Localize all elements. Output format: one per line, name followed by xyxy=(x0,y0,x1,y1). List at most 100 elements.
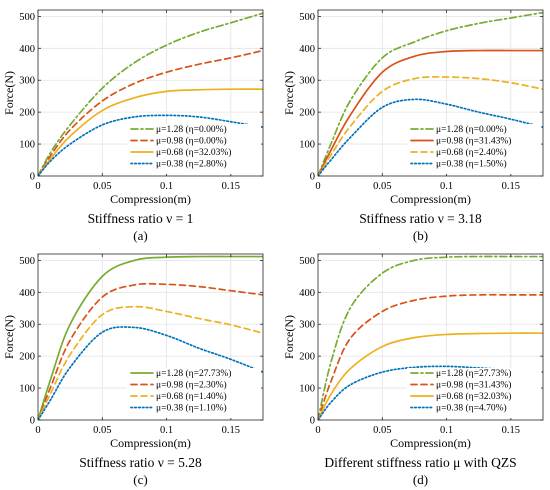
legend-entry: μ=0.98 (η=31.43%) xyxy=(436,136,511,147)
y-axis-label: Force(N) xyxy=(2,315,16,359)
legend-entry: μ=0.68 (η=32.03%) xyxy=(436,391,511,402)
y-tick-label: 200 xyxy=(299,108,315,119)
chart-panel-d: 0 0.05 0.1 0.15 0 100 200 300 400 500 Compression(… xyxy=(282,253,544,487)
series-line-d-0 xyxy=(318,255,543,420)
x-tick-label: 0.1 xyxy=(440,181,453,192)
series-group-a xyxy=(38,12,263,176)
series-line-a-1 xyxy=(38,49,263,176)
y-tick-label: 0 xyxy=(310,416,315,427)
legend-entry: μ=0.98 (η=31.43%) xyxy=(436,380,511,391)
chart-panel-c: 0 0.05 0.1 0.15 0 100 200 300 400 500 Compression(… xyxy=(2,253,264,487)
legend-box-c xyxy=(127,368,261,418)
y-tick-label: 400 xyxy=(19,288,35,299)
x-tick-label: 0.05 xyxy=(93,425,111,436)
panel-label-d: (d) xyxy=(413,472,428,487)
axes-box-b xyxy=(317,9,544,177)
x-axis-label: Compression(m) xyxy=(110,192,191,206)
x-tick-label: 0.15 xyxy=(502,425,520,436)
legend-entry: μ=0.38 (η=1.50%) xyxy=(436,159,507,170)
y-axis-label: Force(N) xyxy=(282,71,296,115)
y-tick-label: 200 xyxy=(299,352,315,363)
y-tick-label: 300 xyxy=(19,320,35,331)
x-tick-label: 0.1 xyxy=(160,181,173,192)
x-tick-label: 0 xyxy=(35,425,40,436)
panel-subtitle-a: Stiffness ratio ν = 1 xyxy=(88,211,194,226)
axes-box-c xyxy=(37,253,264,421)
axes-box-d xyxy=(317,253,544,421)
y-tick-label: 0 xyxy=(30,172,35,183)
legend-entry: μ=0.38 (η=2.80%) xyxy=(156,159,227,170)
x-tick-label: 0.15 xyxy=(222,181,240,192)
legend-entry: μ=1.28 (η=0.00%) xyxy=(156,124,227,135)
legend-entry: μ=1.28 (η=27.73%) xyxy=(156,368,231,379)
x-axis-label: Compression(m) xyxy=(390,436,471,450)
series-line-b-3 xyxy=(318,98,543,176)
panel-subtitle-c: Stiffness ratio ν = 5.28 xyxy=(79,455,202,470)
x-tick-label: 0 xyxy=(315,181,320,192)
legend-box-d xyxy=(407,368,541,418)
y-tick-label: 300 xyxy=(299,320,315,331)
series-line-a-0 xyxy=(38,12,263,176)
y-tick-label: 500 xyxy=(299,256,315,267)
x-axis-label: Compression(m) xyxy=(110,436,191,450)
legend-box-a xyxy=(127,124,261,174)
legend-box-b xyxy=(407,124,541,174)
y-tick-label: 0 xyxy=(310,172,315,183)
legend-entry: μ=1.28 (η=0.00%) xyxy=(436,124,507,135)
x-tick-label: 0 xyxy=(315,425,320,436)
series-line-c-0 xyxy=(38,255,263,420)
axes-box-a xyxy=(37,9,264,177)
legend-entry: μ=0.68 (η=2.40%) xyxy=(436,147,507,158)
legend-entry: μ=0.38 (η=4.70%) xyxy=(436,403,507,414)
series-line-a-2 xyxy=(38,88,263,176)
y-axis-label: Force(N) xyxy=(282,315,296,359)
x-tick-label: 0.1 xyxy=(160,425,173,436)
y-tick-label: 300 xyxy=(19,76,35,87)
legend-entry: μ=0.98 (η=2.30%) xyxy=(156,380,227,391)
y-tick-label: 300 xyxy=(299,76,315,87)
legend-entry: μ=0.38 (η=1.10%) xyxy=(156,403,227,414)
chart-panel-a: 0 0.05 0.1 0.15 0 100 200 300 400 500 Compression(… xyxy=(2,9,264,243)
series-group-b xyxy=(318,11,543,176)
series-line-c-1 xyxy=(38,282,263,420)
x-tick-label: 0 xyxy=(35,181,40,192)
chart-panel-b: 0 0.05 0.1 0.15 0 100 200 300 400 500 Compression(… xyxy=(282,9,544,243)
x-tick-label: 0.15 xyxy=(222,425,240,436)
y-tick-label: 400 xyxy=(19,44,35,55)
legend-entry: μ=0.68 (η=1.40%) xyxy=(156,391,227,402)
series-line-c-2 xyxy=(38,305,263,420)
legend-entry: μ=0.98 (η=0.00%) xyxy=(156,136,227,147)
y-axis-label: Force(N) xyxy=(2,71,16,115)
x-tick-label: 0.05 xyxy=(93,181,111,192)
y-tick-label: 500 xyxy=(19,12,35,23)
series-line-d-1 xyxy=(318,293,543,420)
series-line-d-2 xyxy=(318,332,543,420)
y-tick-label: 200 xyxy=(19,352,35,363)
y-tick-label: 400 xyxy=(299,288,315,299)
x-axis-label: Compression(m) xyxy=(390,192,471,206)
panel-subtitle-b: Stiffness ratio ν = 3.18 xyxy=(359,211,482,226)
x-tick-label: 0.1 xyxy=(440,425,453,436)
x-tick-label: 0.15 xyxy=(502,181,520,192)
y-tick-label: 500 xyxy=(299,12,315,23)
panel-label-a: (a) xyxy=(133,228,147,243)
legend-entry: μ=1.28 (η=27.73%) xyxy=(436,368,511,379)
y-tick-label: 100 xyxy=(299,140,315,151)
y-tick-label: 500 xyxy=(19,256,35,267)
series-line-a-3 xyxy=(38,114,263,176)
legend-entry: μ=0.68 (η=32.03%) xyxy=(156,147,231,158)
y-tick-label: 200 xyxy=(19,108,35,119)
y-tick-label: 100 xyxy=(19,140,35,151)
series-line-b-2 xyxy=(318,76,543,176)
series-line-c-3 xyxy=(38,326,263,420)
panel-subtitle-d: Different stiffness ratio μ with QZS xyxy=(324,455,516,470)
x-tick-label: 0.05 xyxy=(373,425,391,436)
series-group-c xyxy=(38,255,263,420)
y-tick-label: 0 xyxy=(30,416,35,427)
panel-label-b: (b) xyxy=(413,228,428,243)
series-line-b-1 xyxy=(318,49,543,176)
x-tick-label: 0.05 xyxy=(373,181,391,192)
panel-label-c: (c) xyxy=(133,472,147,487)
y-tick-label: 400 xyxy=(299,44,315,55)
